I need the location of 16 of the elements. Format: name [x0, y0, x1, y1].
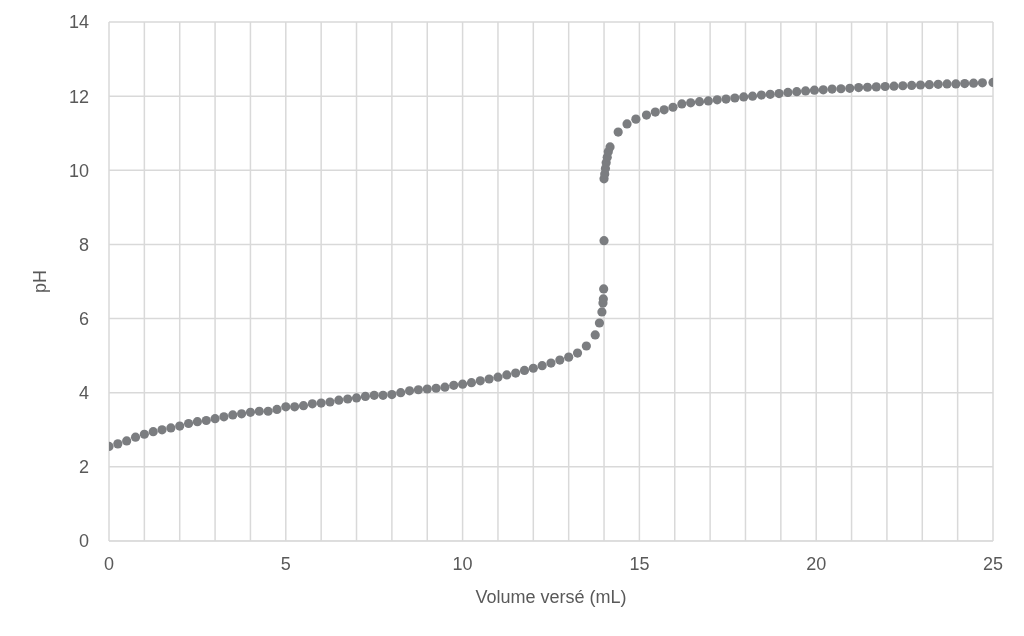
x-tick-label: 20 [806, 553, 827, 574]
x-tick-label: 0 [103, 553, 115, 574]
x-tick-label: 5 [280, 553, 291, 574]
y-axis-title: pH [30, 269, 51, 294]
y-tick-label: 2 [78, 457, 89, 478]
y-tick-label: 10 [68, 160, 89, 181]
x-axis-title: Volume versé (mL) [475, 587, 627, 607]
x-tick-label: 15 [629, 553, 650, 574]
y-tick-label: 4 [78, 383, 89, 404]
y-tick-label: 14 [68, 12, 89, 33]
y-tick-label: 0 [78, 531, 89, 552]
y-tick-label: 6 [78, 308, 89, 329]
y-tick-label: 8 [78, 234, 89, 255]
x-tick-label: 10 [452, 553, 473, 574]
x-tick-label: 25 [982, 553, 1004, 574]
y-tick-label: 12 [68, 86, 89, 107]
